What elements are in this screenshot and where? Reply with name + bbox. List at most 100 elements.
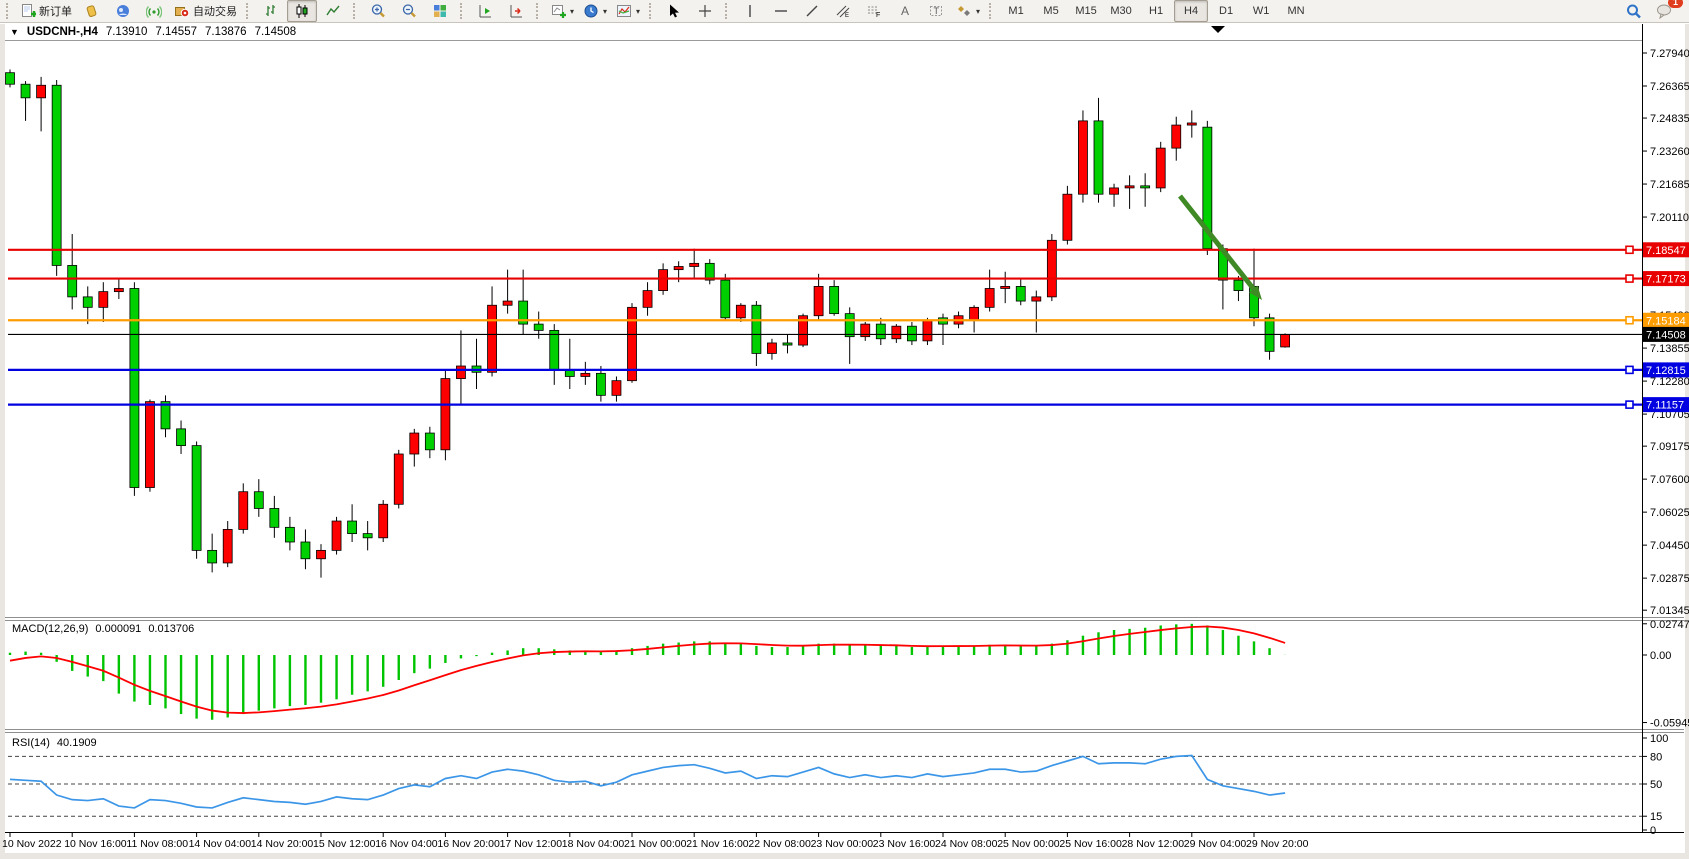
channel-icon: E bbox=[835, 3, 851, 19]
line-price-label: 7.18547 bbox=[1646, 245, 1686, 257]
time-axis-label: 16 Nov 04:00 bbox=[375, 838, 438, 850]
horizontal-line-7.18547[interactable]: 7.18547 bbox=[8, 242, 1689, 258]
toolbar-grip[interactable] bbox=[649, 3, 654, 19]
toolbar-grip[interactable] bbox=[353, 3, 358, 19]
time-axis-label: 23 Nov 16:00 bbox=[873, 838, 936, 850]
signals-button[interactable] bbox=[139, 0, 169, 22]
time-axis-label: 22 Nov 08:00 bbox=[748, 838, 811, 850]
crosshair-tool-button[interactable] bbox=[690, 0, 720, 22]
macd-main-value: 0.000091 bbox=[95, 623, 142, 635]
timeframe-d1-button[interactable]: D1 bbox=[1219, 5, 1234, 17]
fibonacci-tool-button[interactable]: F bbox=[859, 0, 889, 22]
timeframe-mn-button[interactable]: MN bbox=[1287, 5, 1305, 17]
timeframe-m15-button[interactable]: M15 bbox=[1075, 5, 1097, 17]
vertical-line-tool-button[interactable] bbox=[735, 0, 765, 22]
text-label-icon: T bbox=[928, 3, 944, 19]
time-axis-label: 16 Nov 20:00 bbox=[437, 838, 500, 850]
macd-panel bbox=[8, 623, 1287, 720]
horizontal-line-7.12815[interactable]: 7.12815 bbox=[8, 362, 1689, 378]
price-axis-tick: 7.12280 bbox=[1650, 376, 1689, 388]
candlestick-icon bbox=[294, 3, 310, 19]
horizontal-line-7.11157[interactable]: 7.11157 bbox=[8, 397, 1689, 413]
line-price-label: 7.11157 bbox=[1646, 400, 1684, 412]
horizontal-line-7.17173[interactable]: 7.17173 bbox=[8, 271, 1689, 287]
quote-bar: ▼ USDCNH-,H4 7.13910 7.14557 7.13876 7.1… bbox=[10, 26, 296, 38]
toolbar-grip[interactable] bbox=[460, 3, 465, 19]
candlestick-mode-button[interactable] bbox=[287, 0, 317, 22]
signal-icon bbox=[146, 3, 162, 19]
price-axis-tick: 7.24835 bbox=[1650, 113, 1689, 125]
zoom-out-button[interactable] bbox=[394, 0, 424, 22]
timeframe-m1-button[interactable]: M1 bbox=[1008, 5, 1024, 17]
new-order-button[interactable]: 新订单 bbox=[16, 0, 76, 22]
fibonacci-icon: F bbox=[866, 3, 882, 19]
zoom-in-button[interactable] bbox=[363, 0, 393, 22]
timeframe-m30-button[interactable]: M30 bbox=[1110, 5, 1132, 17]
auto-scroll-button[interactable] bbox=[470, 0, 500, 22]
profiles-button[interactable]: ▾ bbox=[579, 0, 611, 22]
main-toolbar: 新订单 自动交易 bbox=[0, 0, 1689, 23]
time-axis-label: 25 Nov 16:00 bbox=[1059, 838, 1122, 850]
mql5-community-button[interactable] bbox=[108, 0, 138, 22]
toolbar-grip[interactable] bbox=[725, 3, 730, 19]
chevron-down-icon: ▾ bbox=[976, 6, 981, 16]
trend-arrow-annotation[interactable] bbox=[1178, 194, 1262, 300]
arrows-icon bbox=[956, 3, 972, 19]
bar-chart-mode-button[interactable] bbox=[256, 0, 286, 22]
chart-expand-icon[interactable]: ▼ bbox=[10, 27, 19, 37]
trendline-icon bbox=[804, 3, 820, 19]
line-chart-mode-button[interactable] bbox=[318, 0, 348, 22]
tile-windows-button[interactable] bbox=[425, 0, 455, 22]
indicators-button[interactable]: ▾ bbox=[612, 0, 644, 22]
chevron-down-icon: ▾ bbox=[636, 6, 641, 16]
rsi-label: RSI(14) 40.1909 bbox=[12, 737, 97, 749]
auto-trading-button[interactable]: 自动交易 bbox=[170, 0, 241, 22]
bar-chart-icon bbox=[263, 3, 279, 19]
quote-high: 7.14557 bbox=[155, 26, 197, 38]
line-price-label: 7.15184 bbox=[1646, 315, 1686, 327]
time-axis-label: 21 Nov 00:00 bbox=[624, 838, 687, 850]
macd-label: MACD(12,26,9) 0.000091 0.013706 bbox=[12, 623, 194, 635]
arrows-tool-button[interactable]: ▾ bbox=[952, 0, 984, 22]
trendline-tool-button[interactable] bbox=[797, 0, 827, 22]
horizontal-line-tool-button[interactable] bbox=[766, 0, 796, 22]
macd-axis-tick: -0.059451 bbox=[1650, 718, 1689, 730]
timeframe-m5-button[interactable]: M5 bbox=[1043, 5, 1059, 17]
timeframe-h1-button[interactable]: H1 bbox=[1149, 5, 1164, 17]
time-axis-label: 11 Nov 08:00 bbox=[126, 838, 188, 850]
auto-trading-icon bbox=[174, 3, 190, 19]
auto-trading-label: 自动交易 bbox=[193, 6, 237, 18]
toolbar-grip[interactable] bbox=[6, 3, 11, 19]
timeframe-h4-button[interactable]: H4 bbox=[1174, 0, 1209, 22]
time-axis-label: 10 Nov 16:00 bbox=[64, 838, 127, 850]
time-axis-label: 28 Nov 12:00 bbox=[1122, 838, 1185, 850]
toolbar-grip[interactable] bbox=[536, 3, 541, 19]
toolbar-grip[interactable] bbox=[989, 3, 994, 19]
vertical-line-icon bbox=[742, 3, 758, 19]
new-chart-button[interactable]: ▾ bbox=[546, 0, 578, 22]
timeframe-w1-button[interactable]: W1 bbox=[1252, 5, 1270, 17]
bid-price-line[interactable]: 7.14508 bbox=[8, 326, 1689, 342]
text-tool-button[interactable]: A bbox=[890, 0, 920, 22]
bid-price-label: 7.14508 bbox=[1646, 329, 1686, 341]
marker-icon bbox=[84, 3, 100, 19]
horizontal-line-7.15184[interactable]: 7.15184 bbox=[8, 312, 1689, 328]
highlight-tool-button[interactable] bbox=[77, 0, 107, 22]
chat-button[interactable]: 1 bbox=[1649, 0, 1683, 22]
zoom-out-icon bbox=[401, 3, 417, 19]
text-label-tool-button[interactable]: T bbox=[921, 0, 951, 22]
equidistant-channel-tool-button[interactable]: E bbox=[828, 0, 858, 22]
new-order-label: 新订单 bbox=[39, 6, 72, 18]
toolbar-grip[interactable] bbox=[246, 3, 251, 19]
chart-shift-marker[interactable] bbox=[1211, 26, 1225, 33]
rsi-axis-tick: 50 bbox=[1650, 779, 1662, 791]
cursor-tool-button[interactable] bbox=[659, 0, 689, 22]
rsi-name: RSI(14) bbox=[12, 737, 50, 749]
search-button[interactable] bbox=[1618, 0, 1648, 22]
cursor-icon bbox=[666, 3, 682, 19]
price-axis-tick: 7.06025 bbox=[1650, 507, 1689, 519]
chart-shift-button[interactable] bbox=[501, 0, 531, 22]
time-axis-label: 18 Nov 04:00 bbox=[562, 838, 625, 850]
